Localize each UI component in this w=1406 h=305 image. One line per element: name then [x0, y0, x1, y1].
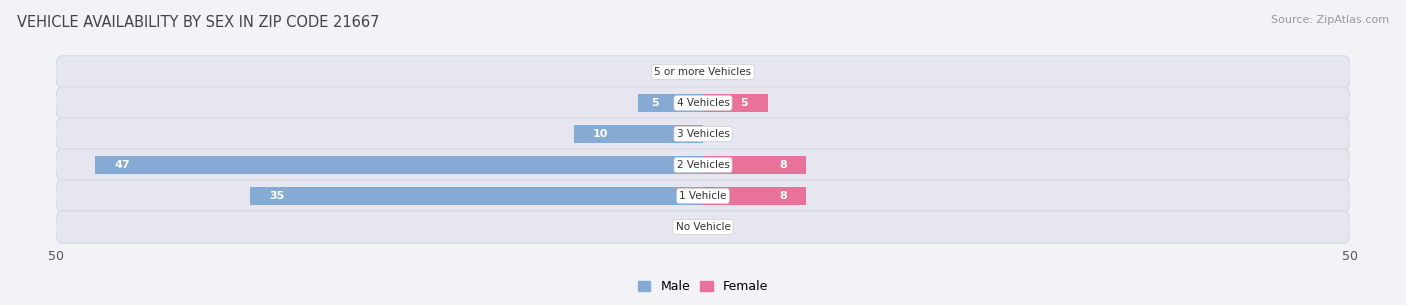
Text: 8: 8	[779, 160, 787, 170]
Text: 4 Vehicles: 4 Vehicles	[676, 98, 730, 108]
FancyBboxPatch shape	[56, 149, 1350, 181]
Text: 0: 0	[676, 67, 683, 77]
Bar	[250, 187, 703, 205]
Text: 10: 10	[593, 129, 609, 139]
FancyBboxPatch shape	[56, 87, 1350, 119]
Legend: Male, Female: Male, Female	[633, 275, 773, 298]
Bar	[574, 125, 703, 143]
Text: 1 Vehicle: 1 Vehicle	[679, 191, 727, 201]
Text: 5 or more Vehicles: 5 or more Vehicles	[654, 67, 752, 77]
Bar	[638, 94, 703, 112]
FancyBboxPatch shape	[56, 118, 1350, 150]
Text: 3 Vehicles: 3 Vehicles	[676, 129, 730, 139]
Text: 8: 8	[779, 191, 787, 201]
Text: 47: 47	[114, 160, 131, 170]
Text: No Vehicle: No Vehicle	[675, 222, 731, 232]
Text: Source: ZipAtlas.com: Source: ZipAtlas.com	[1271, 15, 1389, 25]
Bar	[96, 156, 703, 174]
Text: 0: 0	[723, 129, 730, 139]
Text: 5: 5	[651, 98, 659, 108]
Bar	[703, 187, 807, 205]
Text: VEHICLE AVAILABILITY BY SEX IN ZIP CODE 21667: VEHICLE AVAILABILITY BY SEX IN ZIP CODE …	[17, 15, 380, 30]
FancyBboxPatch shape	[56, 180, 1350, 212]
Text: 35: 35	[270, 191, 285, 201]
Bar	[703, 156, 807, 174]
Text: 0: 0	[723, 67, 730, 77]
Text: 0: 0	[676, 222, 683, 232]
FancyBboxPatch shape	[56, 56, 1350, 88]
Bar	[703, 94, 768, 112]
Text: 0: 0	[723, 222, 730, 232]
Text: 5: 5	[741, 98, 748, 108]
FancyBboxPatch shape	[56, 211, 1350, 243]
Text: 2 Vehicles: 2 Vehicles	[676, 160, 730, 170]
